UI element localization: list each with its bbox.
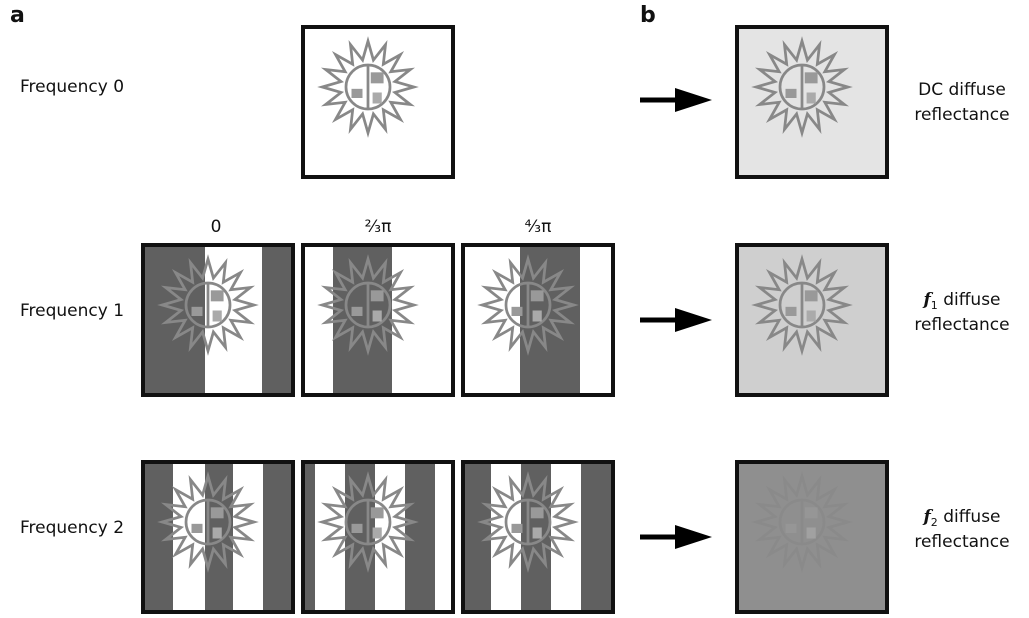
panel-label: a bbox=[10, 3, 25, 28]
result-label: f1 diffuse bbox=[922, 290, 1000, 312]
result-label: reflectance bbox=[914, 532, 1009, 552]
stripe bbox=[262, 245, 293, 395]
stripe bbox=[581, 462, 611, 612]
arrow-head bbox=[675, 88, 712, 112]
arrow-head bbox=[675, 308, 712, 332]
phase-label: ²⁄₃π bbox=[365, 217, 392, 237]
result-label: DC diffuse bbox=[918, 80, 1006, 100]
row-label: Frequency 2 bbox=[20, 518, 124, 538]
result-label: reflectance bbox=[914, 105, 1009, 125]
phase-label: 0 bbox=[211, 217, 222, 237]
result-label: f2 diffuse bbox=[922, 507, 1000, 529]
phase-label: ⁴⁄₃π bbox=[525, 217, 552, 237]
result-text: diffuse bbox=[938, 507, 1001, 527]
result-text: diffuse bbox=[938, 290, 1001, 310]
row-label: Frequency 0 bbox=[20, 77, 124, 97]
result-subscript: 2 bbox=[931, 516, 938, 529]
stripe bbox=[263, 462, 293, 612]
panel-label: b bbox=[640, 3, 656, 28]
pattern-tiles bbox=[143, 27, 887, 612]
row-label: Frequency 1 bbox=[20, 301, 124, 321]
figure: a b Frequency 0 Frequency 1 Frequency 2 … bbox=[0, 0, 1029, 618]
stripe bbox=[405, 462, 435, 612]
result-label: reflectance bbox=[914, 315, 1009, 335]
arrow-head bbox=[675, 525, 712, 549]
result-subscript: 1 bbox=[931, 299, 938, 312]
